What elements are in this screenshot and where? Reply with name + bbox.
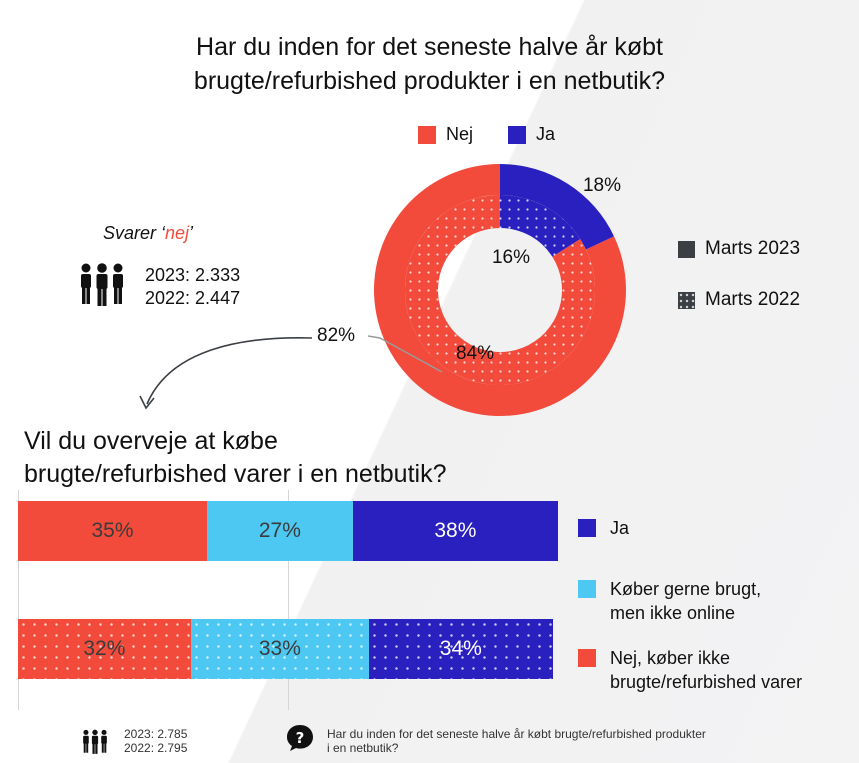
bar-legend-swatch-ja — [578, 519, 596, 537]
bar-marts-2023: 35% 27% 38% — [18, 501, 558, 561]
legend-item-nej: Nej — [418, 124, 473, 145]
svarer-nej-label: Svarer ‘nej’ — [103, 223, 193, 244]
bar-chart-title-line-1: Vil du overveje at købe — [24, 427, 278, 455]
people-icon-footer — [83, 729, 107, 754]
bar-legend-label-nej: Nej, køber ikke brugte/refurbished varer — [610, 648, 803, 692]
legend-label-marts-2022: Marts 2022 — [705, 289, 801, 310]
bar-legend-item-koeber-gerne: Køber gerne brugt, men ikke online — [578, 577, 761, 625]
bar-segment-label: 32% — [83, 637, 126, 660]
people-icon — [81, 263, 123, 306]
bar-chart-title-line-2: brugte/refurbished varer i en netbutik? — [24, 460, 447, 488]
legend-item-ja: Ja — [508, 124, 555, 145]
question-bubble-icon: ? — [287, 725, 313, 751]
gridline — [288, 490, 289, 710]
bar-legend-swatch-koeber-gerne — [578, 580, 596, 598]
legend-item-marts-2022: Marts 2022 — [678, 289, 800, 311]
donut-label-nej-2022: 84% — [456, 343, 494, 364]
donut-label-ja-2023: 18% — [583, 175, 621, 196]
bar-segment-ja: 34% — [368, 619, 553, 679]
donut-label-nej-2023: 82% — [317, 325, 356, 346]
legend-swatch-dotted — [678, 291, 695, 309]
donut-slice-ja-2023 — [500, 164, 615, 250]
bar-legend-label-koeber-gerne: Køber gerne brugt, men ikke online — [610, 579, 762, 623]
bar-legend-item-ja: Ja — [578, 516, 629, 540]
donut-label-ja-2022: 16% — [492, 247, 530, 268]
bar-segment-label: 27% — [258, 519, 301, 542]
legend-item-marts-2023: Marts 2023 — [678, 238, 800, 260]
count-2023: 2023: 2.333 — [145, 265, 241, 285]
bar-legend-label-ja: Ja — [610, 518, 630, 538]
donut-chart: 18% 16% 84% — [374, 164, 626, 416]
donut-slice-dots-nej-2022 — [405, 195, 595, 385]
arrow-curve — [146, 337, 313, 405]
svarer-nej-word: nej — [165, 223, 190, 243]
svg-text:?: ? — [296, 729, 305, 747]
footer-count-2023: 2023: 2.785 — [124, 727, 188, 741]
gridline — [18, 490, 19, 710]
legend-label-ja: Ja — [536, 124, 556, 144]
chart-title: Har du inden for det seneste halve år kø… — [0, 30, 859, 98]
bar-segment-ja: 38% — [352, 501, 558, 561]
legend-swatch-nej — [418, 125, 436, 144]
legend-swatch-solid — [678, 240, 695, 258]
svarer-suffix: ’ — [189, 223, 194, 243]
chart-title-line-2: brugte/refurbished produkter i en netbut… — [193, 67, 666, 95]
bar-segment-label: 34% — [439, 637, 482, 660]
bar-segment-nej: 32% — [18, 619, 191, 679]
bar-marts-2022: 32% 33% 34% — [18, 619, 558, 679]
bar-segment-koeber-gerne: 27% — [207, 501, 353, 561]
chart-title-line-1: Har du inden for det seneste halve år kø… — [196, 33, 663, 61]
bar-segment-label: 33% — [258, 637, 301, 660]
donut-slice-dots-ja-2022 — [500, 195, 581, 257]
svarer-prefix: Svarer ‘ — [103, 223, 166, 243]
legend-swatch-ja — [508, 125, 526, 144]
respondent-counts: 2023: 2.333 2022: 2.447 — [145, 264, 240, 310]
legend-label-nej: Nej — [446, 124, 474, 144]
bar-segment-label: 35% — [91, 519, 134, 542]
legend-label-marts-2023: Marts 2023 — [705, 238, 801, 259]
count-2022: 2022: 2.447 — [145, 288, 241, 308]
arrow-head-icon — [139, 395, 155, 410]
bar-segment-koeber-gerne: 33% — [190, 619, 369, 679]
bar-segment-nej: 35% — [18, 501, 207, 561]
bar-chart-title: Vil du overveje at købe brugte/refurbish… — [24, 425, 446, 491]
bar-legend-item-nej: Nej, køber ikke brugte/refurbished varer — [578, 646, 802, 694]
footer-question: Har du inden for det seneste halve år kø… — [327, 727, 706, 755]
bar-legend-swatch-nej — [578, 649, 596, 667]
footer-count-2022: 2022: 2.795 — [124, 741, 188, 755]
footer-counts: 2023: 2.785 2022: 2.795 — [124, 727, 187, 755]
bar-segment-label: 38% — [434, 519, 477, 542]
